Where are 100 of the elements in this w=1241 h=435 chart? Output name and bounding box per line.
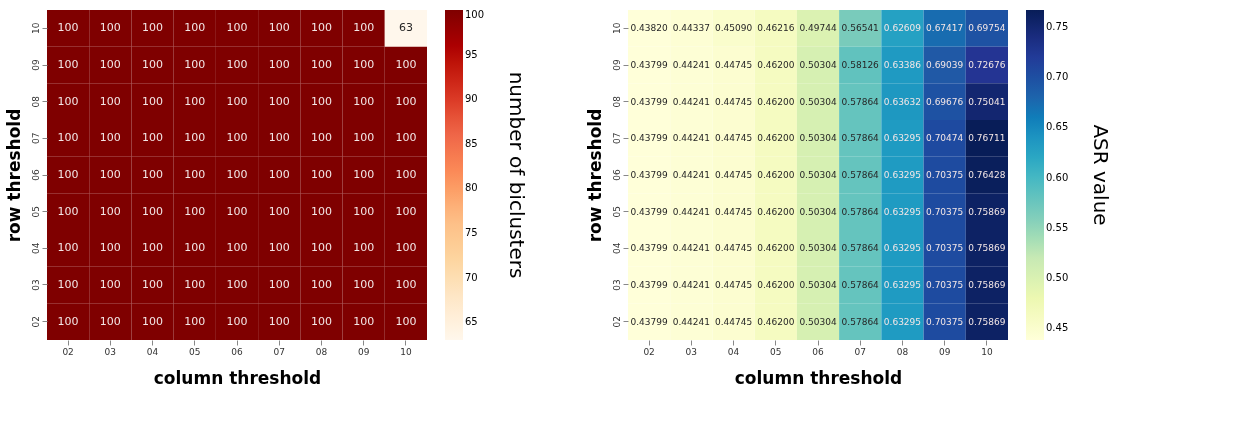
x-tick-label: 10 [400, 346, 412, 357]
data-label: 100 [353, 131, 375, 145]
data-label: 0.43799 [630, 96, 668, 107]
data-label: 0.57864 [841, 96, 880, 107]
color-bar-label: 70 [465, 271, 478, 283]
data-label: 100 [142, 204, 164, 218]
data-label: 100 [395, 314, 417, 328]
data-label: 0.45090 [714, 23, 753, 34]
data-label: 100 [142, 278, 164, 291]
data-label: 0.72676 [968, 60, 1006, 70]
data-label: 100 [353, 278, 375, 291]
data-label: 100 [184, 58, 206, 71]
y-tick-label: 07 [611, 132, 622, 145]
data-label: 100 [268, 241, 290, 255]
x-tick-label: 02 [643, 346, 655, 357]
data-label: 100 [353, 21, 375, 35]
data-label: 100 [99, 204, 121, 218]
data-label: 100 [268, 278, 290, 291]
data-label: 0.75041 [968, 96, 1006, 107]
data-label: 0.43799 [630, 170, 668, 180]
data-label: 100 [142, 314, 164, 328]
data-label: 0.46200 [757, 206, 795, 217]
data-label: 0.43799 [630, 280, 668, 290]
color-bar-label: 100 [465, 9, 485, 20]
data-label: 100 [99, 278, 121, 291]
data-label: 0.43799 [630, 243, 668, 254]
color-bar-label: 75 [465, 226, 478, 238]
y-tick-label: 05 [611, 205, 622, 218]
y-tick-label: 10 [30, 22, 41, 35]
data-label: 100 [353, 204, 375, 218]
data-label: 0.44745 [714, 170, 753, 180]
data-label: 100 [395, 131, 417, 145]
x-tick-label: 06 [231, 346, 243, 357]
y-tick-label: 09 [30, 59, 41, 71]
data-label: 0.69754 [968, 23, 1006, 34]
color-bar-title: number of biclusters [505, 71, 529, 279]
data-label: 0.76428 [968, 170, 1006, 180]
y-tick-label: 03 [611, 279, 622, 291]
data-label: 100 [395, 241, 417, 255]
data-label: 100 [395, 94, 417, 108]
data-label: 0.44745 [714, 316, 753, 327]
data-label: 0.44337 [672, 23, 710, 34]
data-label: 0.43799 [630, 316, 668, 327]
data-label: 100 [142, 58, 164, 71]
data-label: 100 [57, 278, 79, 291]
data-label: 0.46200 [757, 316, 795, 327]
data-label: 100 [310, 21, 332, 35]
data-label: 100 [226, 21, 248, 35]
data-label: 100 [57, 168, 79, 181]
data-label: 100 [353, 58, 375, 71]
x-tick-label: 07 [273, 346, 285, 357]
data-label: 0.44241 [672, 60, 710, 70]
data-label: 0.43799 [630, 206, 668, 217]
x-tick-label: 08 [315, 346, 328, 357]
data-label: 0.44241 [672, 206, 710, 217]
x-tick-label: 04 [146, 346, 159, 357]
data-label: 0.63295 [883, 206, 922, 217]
data-label: 100 [57, 58, 79, 71]
data-label: 0.75869 [968, 316, 1006, 327]
data-label: 0.50304 [799, 170, 837, 180]
data-label: 100 [310, 314, 332, 328]
data-label: 63 [398, 21, 413, 35]
y-axis-title: row threshold [3, 108, 24, 243]
x-tick-label: 09 [357, 346, 370, 357]
data-label: 100 [353, 314, 375, 328]
data-label: 100 [142, 168, 164, 181]
data-label: 100 [184, 131, 206, 145]
data-label: 100 [353, 168, 375, 181]
data-label: 100 [353, 241, 375, 255]
y-axis-title: row threshold [584, 108, 605, 243]
data-label: 100 [310, 278, 332, 291]
data-label: 100 [184, 204, 206, 218]
data-label: 0.70375 [926, 280, 964, 290]
data-label: 100 [184, 21, 206, 35]
data-label: 0.67417 [926, 23, 964, 34]
data-label: 100 [310, 204, 332, 218]
data-label: 0.43799 [630, 133, 668, 144]
y-tick-label: 07 [30, 132, 41, 145]
x-tick-label: 05 [189, 346, 201, 357]
data-label: 100 [226, 168, 248, 181]
data-label: 100 [395, 58, 417, 71]
y-tick-label: 02 [30, 315, 41, 328]
data-label: 0.46200 [757, 280, 795, 290]
data-label: 0.70375 [926, 243, 964, 254]
data-label: 100 [353, 94, 375, 108]
data-label: 100 [310, 58, 332, 71]
data-label: 0.63295 [883, 316, 922, 327]
data-label: 100 [57, 131, 79, 145]
x-axis-title: column threshold [153, 367, 322, 388]
data-label: 100 [99, 241, 121, 255]
color-bar-label: 85 [465, 137, 478, 149]
data-label: 100 [226, 131, 248, 145]
data-label: 100 [226, 94, 248, 108]
x-tick-label: 04 [727, 346, 740, 357]
data-label: 0.44745 [714, 243, 753, 254]
data-label: 0.44241 [672, 96, 710, 107]
data-label: 100 [268, 94, 290, 108]
data-label: 0.63295 [883, 280, 922, 290]
data-label: 0.63295 [883, 170, 922, 180]
color-bar-label: 0.60 [1046, 171, 1069, 183]
